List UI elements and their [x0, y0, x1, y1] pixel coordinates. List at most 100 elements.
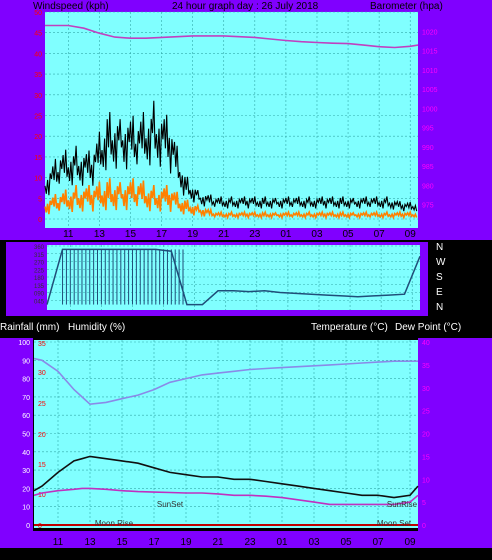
top-bottom-frame — [0, 228, 492, 240]
baro-y-tick: 1010 — [422, 68, 438, 75]
humidity-y-tick: 80 — [22, 377, 30, 384]
moonrise-label: Moon Rise — [95, 519, 134, 528]
dir-y-tick: 270 — [34, 261, 45, 267]
gust-line — [44, 100, 418, 212]
chart-title: 24 hour graph day : 26 July 2018 — [172, 1, 319, 12]
dir-y-tick: 315 — [34, 253, 45, 259]
dir-y-tick: 360 — [34, 245, 45, 251]
bottom-frame — [0, 531, 492, 548]
dew_point-line — [33, 487, 419, 506]
rain-y-tick: 0 — [38, 523, 42, 530]
humidity-y-tick: 10 — [22, 505, 30, 512]
wind-x-tick: 21 — [218, 229, 230, 240]
top-frame — [0, 0, 492, 12]
rain-y-tick: 30 — [38, 370, 46, 377]
baro-y-tick: 1005 — [422, 87, 438, 94]
wind-y-tick: 40 — [34, 51, 42, 58]
wind-y-tick: 30 — [34, 93, 42, 100]
baro-y-tick: 990 — [422, 145, 434, 152]
temp-y-tick: 30 — [422, 386, 430, 393]
temperature-label: Temperature (°C) — [311, 322, 388, 333]
sunrise-label: SunRise — [387, 500, 418, 509]
direction-line — [46, 248, 421, 306]
wind-y-tick: 10 — [34, 176, 42, 183]
dir-y-tick: 180 — [34, 276, 45, 282]
wind-x-tick: 11 — [63, 229, 74, 240]
temp-y-tick: 10 — [422, 477, 430, 484]
wind-y-tick: 5 — [38, 196, 42, 203]
sunset-label: SunSet — [157, 500, 184, 509]
wind-x-tick: 01 — [280, 229, 292, 240]
wind-x-tick: 23 — [249, 229, 261, 240]
temp-y-tick: 35 — [422, 363, 430, 370]
average-line — [44, 178, 418, 220]
compass-label: E — [436, 287, 443, 298]
humidity-y-tick: 30 — [22, 468, 30, 475]
wind-x-tick: 17 — [156, 229, 168, 240]
temp-x-tick: 01 — [276, 537, 288, 548]
baro-y-tick: 1020 — [422, 29, 438, 36]
temp-x-tick: 17 — [148, 537, 160, 548]
baro-y-tick: 980 — [422, 183, 434, 190]
humidity-line — [33, 357, 418, 406]
temp-y-tick: 0 — [422, 523, 426, 530]
temp-x-tick: 15 — [116, 537, 128, 548]
wind-x-tick: 07 — [374, 229, 386, 240]
temp-x-tick: 23 — [244, 537, 256, 548]
humidity-y-tick: 100 — [18, 340, 30, 347]
temp-x-tick: 03 — [308, 537, 320, 548]
wind-y-tick: 35 — [34, 72, 42, 79]
temp-x-tick: 21 — [212, 537, 224, 548]
humidity-y-tick: 60 — [22, 413, 30, 420]
humidity-y-tick: 20 — [22, 486, 30, 493]
wind-x-tick: 03 — [311, 229, 323, 240]
temp-x-tick: 05 — [340, 537, 352, 548]
right-frame-bottom — [418, 338, 492, 548]
temp-y-tick: 40 — [422, 340, 430, 347]
humidity-y-tick: 40 — [22, 450, 30, 457]
temperature-line — [33, 455, 419, 499]
humidity-y-tick: 50 — [22, 432, 30, 439]
dew-point-label: Dew Point (°C) — [395, 322, 461, 333]
wind-x-tick: 15 — [125, 229, 137, 240]
baro-y-tick: 985 — [422, 164, 434, 171]
rainfall-label: Rainfall (mm) — [0, 322, 59, 333]
barometer-label: Barometer (hpa) — [370, 1, 443, 12]
humidity-label: Humidity (%) — [68, 322, 125, 333]
rain-y-tick: 25 — [38, 401, 46, 408]
baro-y-tick: 1000 — [422, 106, 438, 113]
dir-y-tick: 090 — [34, 292, 45, 298]
humidity-y-tick: 70 — [22, 395, 30, 402]
baro-y-tick: 995 — [422, 126, 434, 133]
wind-x-tick: 05 — [343, 229, 355, 240]
left-frame-top — [0, 0, 45, 240]
baro-y-tick: 1015 — [422, 49, 438, 56]
wind-y-tick: 25 — [34, 114, 42, 121]
temp-x-tick: 09 — [404, 537, 416, 548]
left-frame-bottom — [0, 338, 33, 548]
dir-y-tick: 135 — [34, 284, 45, 290]
wind-x-tick: 13 — [94, 229, 106, 240]
temp-x-tick: 13 — [84, 537, 96, 548]
temp-panel — [34, 340, 418, 528]
temp-x-tick: 07 — [372, 537, 384, 548]
wind-y-tick: 15 — [34, 155, 42, 162]
barometer-line — [45, 24, 419, 49]
right-frame-top — [418, 0, 492, 240]
temp-y-tick: 20 — [422, 432, 430, 439]
temp-x-tick: 19 — [180, 537, 192, 548]
rain-y-tick: 15 — [38, 462, 46, 469]
wind-y-tick: 50 — [34, 10, 42, 17]
temp-y-tick: 25 — [422, 409, 430, 416]
baro-y-tick: 975 — [422, 203, 434, 210]
dir-y-tick: 225 — [34, 268, 45, 274]
compass-label: N — [436, 302, 443, 313]
temp-y-tick: 15 — [422, 454, 430, 461]
temp-y-tick: 5 — [422, 500, 426, 507]
rain-y-tick: 20 — [38, 432, 46, 439]
dir-y-tick: 045 — [34, 299, 45, 305]
wind-x-tick: 09 — [405, 229, 417, 240]
wind-y-tick: 45 — [34, 31, 42, 38]
